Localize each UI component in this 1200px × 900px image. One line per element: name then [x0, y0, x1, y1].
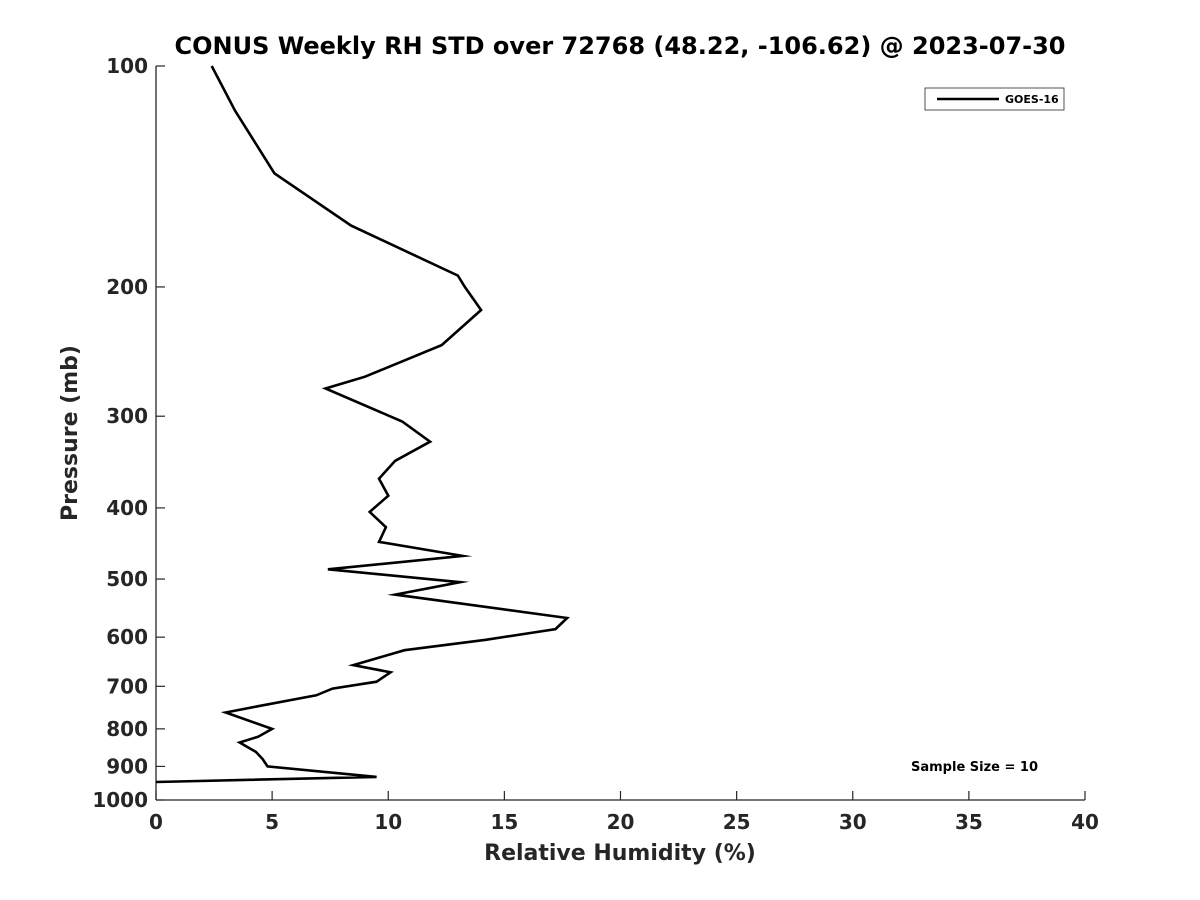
y-tick-label: 600: [106, 625, 148, 649]
series-layer: [155, 65, 570, 784]
x-tick-label: 35: [955, 810, 983, 834]
y-axis-label: Pressure (mb): [58, 345, 83, 521]
legend-label-goes-16: GOES-16: [1005, 93, 1059, 106]
y-ticks: 100 200 300 400 500 600 700 800 900 1000: [92, 54, 165, 812]
y-tick-label: 800: [106, 717, 148, 741]
y-tick-label: 100: [106, 54, 148, 78]
y-tick-label: 700: [106, 674, 148, 698]
y-tick-label: 200: [106, 275, 148, 299]
x-ticks: 0 5 10 15 20 25 30 35 40: [149, 791, 1099, 834]
y-tick-label: 400: [106, 496, 148, 520]
legend: GOES-16: [924, 87, 1065, 111]
series-line-goes-16: [155, 65, 570, 784]
x-tick-label: 25: [723, 810, 751, 834]
x-tick-label: 40: [1071, 810, 1099, 834]
x-axis-label: Relative Humidity (%): [484, 841, 756, 866]
x-tick-label: 20: [607, 810, 635, 834]
x-tick-label: 15: [490, 810, 518, 834]
y-tick-label: 1000: [92, 788, 148, 812]
sample-size-annotation: Sample Size = 10: [911, 760, 1038, 775]
y-tick-label: 900: [106, 754, 148, 778]
x-tick-label: 10: [374, 810, 402, 834]
chart-title: CONUS Weekly RH STD over 72768 (48.22, -…: [174, 32, 1065, 60]
y-tick-label: 500: [106, 567, 148, 591]
x-tick-label: 0: [149, 810, 163, 834]
x-tick-label: 5: [265, 810, 279, 834]
y-tick-label: 300: [106, 404, 148, 428]
x-tick-label: 30: [839, 810, 867, 834]
